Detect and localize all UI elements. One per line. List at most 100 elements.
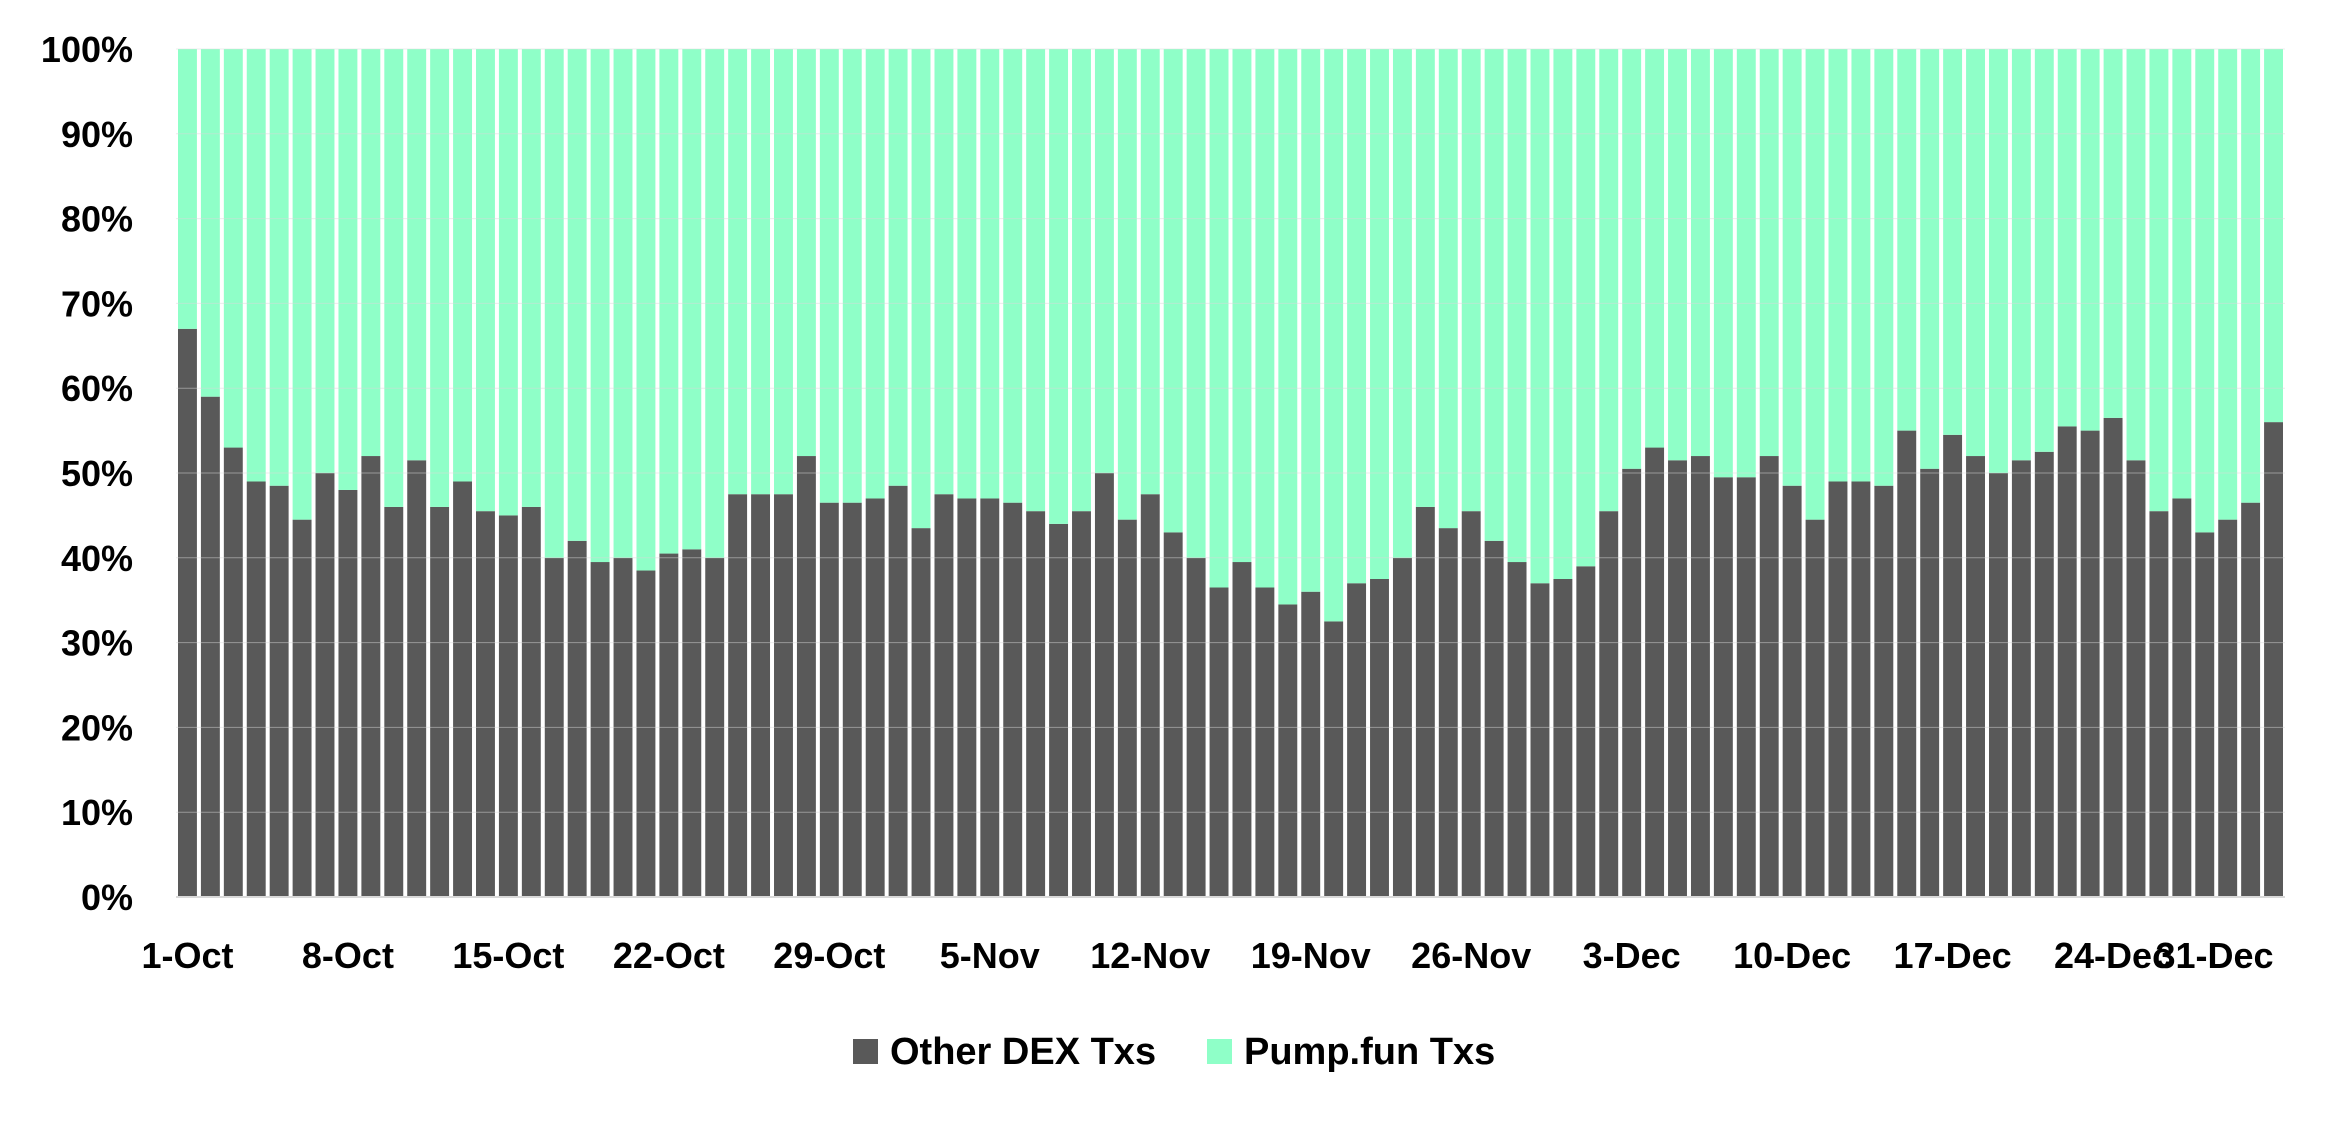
bar-other-dex-15-Dec <box>1897 430 1917 897</box>
bar-pump-fun-29-Oct <box>819 49 839 503</box>
bar-other-dex-1-Dec <box>1576 566 1596 897</box>
bar-other-dex-9-Oct <box>361 456 381 897</box>
bar-other-dex-23-Dec <box>2080 430 2100 897</box>
bar-other-dex-3-Nov <box>934 494 954 897</box>
bar-pump-fun-19-Nov <box>1301 49 1321 592</box>
bar-pump-fun-15-Oct <box>498 49 518 516</box>
legend: Other DEX Txs Pump.fun Txs <box>853 1031 1495 1073</box>
bar-pump-fun-11-Oct <box>407 49 427 461</box>
bar-pump-fun-23-Dec <box>2080 49 2100 431</box>
bar-other-dex-10-Oct <box>384 506 404 897</box>
bar-pump-fun-9-Nov <box>1072 49 1091 512</box>
legend-item-other-dex[interactable]: Other DEX Txs <box>853 1031 1156 1073</box>
bar-other-dex-3-Dec <box>1622 468 1642 897</box>
bar-other-dex-24-Dec <box>2103 417 2123 897</box>
bar-other-dex-1-Oct <box>178 328 197 898</box>
bar-other-dex-2-Nov <box>911 528 931 897</box>
bar-other-dex-2-Dec <box>1599 511 1619 897</box>
x-tick-label: 26-Nov <box>1411 935 1531 976</box>
legend-item-pump-fun[interactable]: Pump.fun Txs <box>1207 1031 1495 1073</box>
bar-other-dex-12-Dec <box>1828 481 1848 897</box>
bar-other-dex-13-Oct <box>453 481 473 897</box>
bar-pump-fun-2-Dec <box>1599 49 1619 512</box>
bar-other-dex-22-Oct <box>659 553 679 897</box>
bar-other-dex-4-Nov <box>957 498 977 897</box>
legend-label-other-dex: Other DEX Txs <box>890 1031 1156 1073</box>
bar-other-dex-16-Nov <box>1232 562 1252 897</box>
bar-other-dex-18-Dec <box>1966 456 1985 897</box>
bar-pump-fun-8-Nov <box>1049 49 1069 524</box>
bar-pump-fun-16-Nov <box>1232 49 1252 563</box>
bar-other-dex-10-Dec <box>1782 485 1802 897</box>
bar-pump-fun-24-Dec <box>2103 49 2123 418</box>
y-tick-label: 80% <box>61 199 133 240</box>
bar-pump-fun-18-Oct <box>567 49 587 541</box>
y-tick-label: 50% <box>61 453 133 494</box>
bar-other-dex-29-Oct <box>819 502 839 897</box>
bar-pump-fun-15-Dec <box>1897 49 1917 431</box>
x-tick-label: 29-Oct <box>773 935 885 976</box>
bar-other-dex-18-Oct <box>567 540 587 897</box>
bar-pump-fun-22-Oct <box>659 49 679 554</box>
bar-other-dex-20-Nov <box>1324 621 1344 897</box>
bar-pump-fun-7-Nov <box>1026 49 1046 512</box>
bar-pump-fun-10-Oct <box>384 49 404 507</box>
bar-other-dex-28-Dec <box>2195 532 2215 897</box>
legend-swatch-pump-fun <box>1207 1039 1232 1064</box>
bar-other-dex-22-Dec <box>2057 426 2077 897</box>
bar-other-dex-9-Dec <box>1759 456 1779 897</box>
bar-other-dex-28-Oct <box>796 456 816 897</box>
bar-other-dex-29-Dec <box>2218 519 2238 897</box>
bar-other-dex-16-Dec <box>1920 468 1940 897</box>
bar-pump-fun-8-Oct <box>338 49 358 490</box>
bar-pump-fun-3-Oct <box>223 49 243 448</box>
bar-other-dex-6-Oct <box>292 519 312 897</box>
bar-other-dex-7-Dec <box>1713 477 1733 897</box>
bar-pump-fun-9-Oct <box>361 49 381 457</box>
bar-other-dex-6-Nov <box>1003 502 1023 897</box>
bar-pump-fun-23-Oct <box>682 49 702 550</box>
bar-pump-fun-28-Oct <box>796 49 816 457</box>
y-tick-label: 90% <box>61 114 133 155</box>
bar-pump-fun-5-Oct <box>269 49 289 486</box>
bar-other-dex-4-Oct <box>246 481 266 897</box>
bar-pump-fun-8-Dec <box>1736 49 1756 478</box>
x-tick-label: 15-Oct <box>452 935 564 976</box>
bar-other-dex-23-Oct <box>682 549 702 897</box>
bar-pump-fun-19-Oct <box>590 49 610 563</box>
plot-area <box>176 48 2285 898</box>
bar-other-dex-27-Nov <box>1484 540 1504 897</box>
bar-pump-fun-6-Oct <box>292 49 312 520</box>
bar-other-dex-31-Dec <box>2264 422 2283 897</box>
y-tick-label: 70% <box>61 283 133 324</box>
bar-other-dex-1-Nov <box>888 485 908 897</box>
bar-pump-fun-7-Dec <box>1713 49 1733 478</box>
bar-other-dex-2-Oct <box>200 396 220 897</box>
bar-pump-fun-9-Dec <box>1759 49 1779 457</box>
bar-other-dex-13-Nov <box>1163 532 1183 897</box>
bar-pump-fun-4-Oct <box>246 49 266 482</box>
x-tick-label: 22-Oct <box>613 935 725 976</box>
bar-pump-fun-1-Oct <box>178 49 197 329</box>
bar-other-dex-8-Dec <box>1736 477 1756 897</box>
bar-pump-fun-21-Nov <box>1347 49 1367 584</box>
bar-pump-fun-2-Oct <box>200 49 220 397</box>
bar-other-dex-15-Nov <box>1209 587 1229 897</box>
bar-pump-fun-30-Oct <box>842 49 862 503</box>
bar-pump-fun-14-Oct <box>476 49 495 512</box>
bar-pump-fun-6-Nov <box>1003 49 1023 503</box>
bar-pump-fun-29-Dec <box>2218 49 2238 520</box>
legend-swatch-other-dex <box>853 1039 878 1064</box>
bar-other-dex-6-Dec <box>1690 456 1710 897</box>
bar-other-dex-7-Nov <box>1026 511 1046 897</box>
bar-pump-fun-17-Nov <box>1255 49 1275 588</box>
bar-pump-fun-17-Dec <box>1943 49 1963 435</box>
bar-pump-fun-15-Nov <box>1209 49 1229 588</box>
bar-pump-fun-3-Nov <box>934 49 954 495</box>
bar-pump-fun-13-Oct <box>453 49 473 482</box>
bar-other-dex-21-Oct <box>636 570 656 897</box>
bar-pump-fun-26-Dec <box>2149 49 2169 512</box>
bar-pump-fun-11-Dec <box>1805 49 1825 520</box>
bar-other-dex-30-Dec <box>2241 502 2261 897</box>
bar-pump-fun-11-Nov <box>1117 49 1137 520</box>
